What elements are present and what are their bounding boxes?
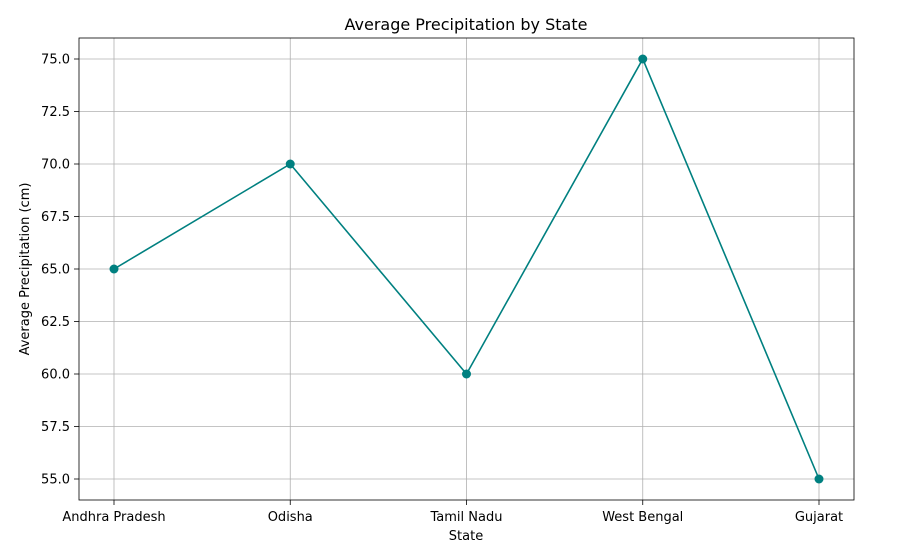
grid (79, 38, 854, 500)
y-tick-label: 60.0 (41, 368, 70, 383)
series-layer (109, 54, 824, 484)
data-point (462, 369, 471, 379)
x-tick-label: Andhra Pradesh (62, 510, 165, 525)
y-tick-label: 75.0 (41, 53, 70, 68)
data-point (638, 54, 648, 64)
y-axis-label: Average Precipitation (cm) (18, 183, 33, 356)
axis-ticks: Andhra Pradesh Odisha Tamil Nadu West Benga… (41, 53, 843, 526)
y-tick-label: 70.0 (41, 158, 70, 173)
x-tick-label: Odisha (268, 510, 313, 525)
y-tick-label: 72.5 (41, 105, 70, 120)
x-axis-label: State (449, 529, 483, 544)
data-point (814, 474, 824, 484)
y-tick-label: 55.0 (41, 473, 70, 488)
plot-frame (78, 37, 855, 501)
x-tick-label: Tamil Nadu (430, 510, 503, 525)
chart-title: Average Precipitation by State (345, 15, 588, 34)
data-point (285, 159, 295, 169)
y-tick-label: 57.5 (41, 420, 70, 435)
x-tick-label: Gujarat (795, 510, 843, 525)
y-tick-label: 65.0 (41, 263, 70, 278)
data-point (109, 264, 119, 274)
y-tick-label: 67.5 (41, 210, 70, 225)
x-tick-label: West Bengal (602, 510, 683, 525)
y-tick-label: 62.5 (41, 315, 70, 330)
